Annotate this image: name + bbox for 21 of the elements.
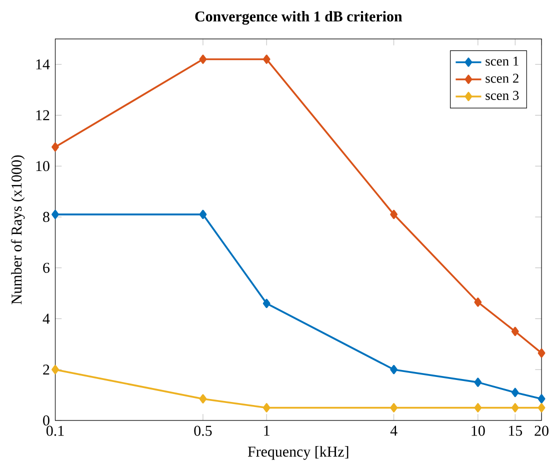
y-tick-label: 4 bbox=[42, 314, 50, 324]
y-tick-label: 0 bbox=[43, 416, 50, 426]
chart-title: Convergence with 1 dB criterion bbox=[195, 11, 402, 25]
x-tick-label: 20 bbox=[534, 426, 548, 436]
x-tick-label: 15 bbox=[508, 426, 522, 436]
x-tick-label: 0.1 bbox=[46, 426, 64, 436]
legend-label: scen 3 bbox=[486, 91, 519, 100]
x-tick-label: 10 bbox=[472, 426, 485, 436]
y-axis-title: Number of Rays (x1000) bbox=[10, 155, 25, 304]
y-tick-label: 10 bbox=[36, 161, 50, 172]
legend-label: scen 1 bbox=[486, 56, 518, 66]
legend-label: scen 2 bbox=[486, 74, 518, 83]
y-tick-label: 14 bbox=[36, 60, 50, 70]
x-tick-label: 4 bbox=[390, 426, 398, 436]
y-tick-label: 12 bbox=[36, 110, 50, 120]
y-tick-label: 6 bbox=[43, 262, 50, 273]
y-tick-label: 8 bbox=[43, 212, 50, 222]
x-axis-title: Frequency [kHz] bbox=[248, 446, 348, 460]
x-tick-label: 0.5 bbox=[194, 426, 212, 436]
x-tick-label: 1 bbox=[264, 426, 270, 436]
y-tick-label: 2 bbox=[43, 364, 50, 375]
